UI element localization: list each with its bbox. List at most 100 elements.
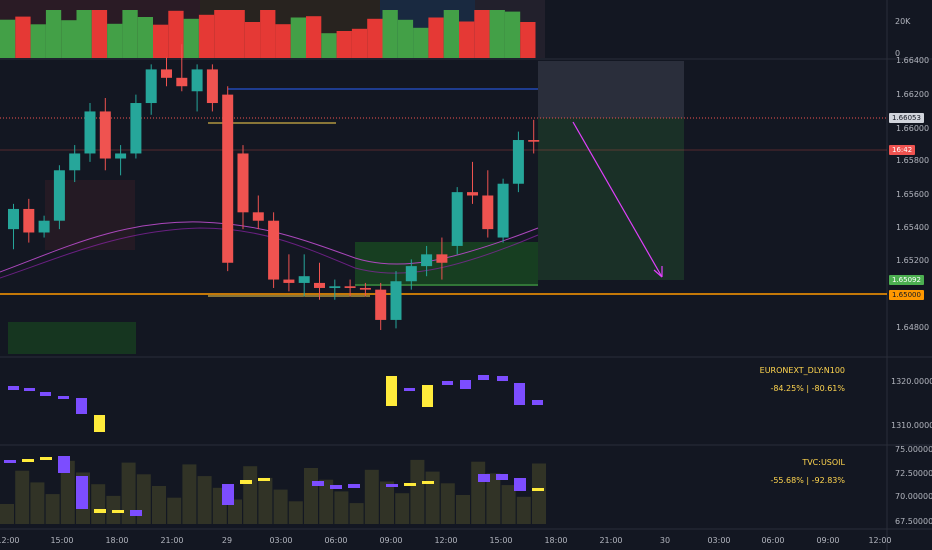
- candle-body[interactable]: [467, 192, 478, 196]
- session-shade-green: [8, 322, 136, 354]
- candle-body[interactable]: [390, 281, 402, 320]
- reward-zone-box[interactable]: [538, 118, 684, 280]
- candle-body[interactable]: [298, 276, 310, 283]
- indicator2-candle[interactable]: [130, 510, 142, 516]
- candle-body[interactable]: [176, 77, 188, 87]
- candle-body[interactable]: [314, 282, 325, 288]
- candle-body[interactable]: [69, 153, 81, 171]
- indicator1-candle[interactable]: [8, 386, 19, 390]
- candle-body[interactable]: [115, 153, 127, 159]
- candle-body[interactable]: [359, 287, 371, 290]
- candle-body[interactable]: [191, 69, 203, 92]
- target-price-tag: 1.65092: [889, 275, 924, 285]
- volume-bar: [153, 24, 169, 58]
- indicator1-symbol[interactable]: EURONEXT_DLY:N100: [759, 366, 845, 375]
- candle-body[interactable]: [8, 208, 19, 230]
- indicator2-candle[interactable]: [348, 484, 360, 488]
- candle-body[interactable]: [268, 220, 280, 280]
- indicator2-bar: [197, 476, 212, 524]
- candle-body[interactable]: [38, 220, 50, 233]
- indicator1-candle[interactable]: [422, 385, 433, 407]
- indicator1-candle[interactable]: [58, 396, 69, 399]
- indicator1-candle[interactable]: [478, 375, 489, 380]
- candle-body[interactable]: [436, 254, 448, 263]
- time-axis-label: 03:00: [269, 536, 293, 545]
- indicator1-candle[interactable]: [532, 400, 543, 405]
- indicator2-candles[interactable]: [4, 456, 544, 516]
- candle-body[interactable]: [405, 266, 417, 282]
- time-axis-label: 29: [221, 536, 233, 545]
- indicator2-candle[interactable]: [514, 478, 526, 491]
- indicator1-candle[interactable]: [40, 392, 51, 396]
- candle-body[interactable]: [252, 212, 264, 221]
- indicator2-candle[interactable]: [478, 474, 490, 482]
- indicator1-candle[interactable]: [24, 388, 35, 391]
- time-axis-label: 06:00: [324, 536, 348, 545]
- candle-body[interactable]: [421, 254, 433, 267]
- demand-zone[interactable]: [355, 242, 538, 286]
- candle-body[interactable]: [161, 69, 172, 78]
- indicator1-candle[interactable]: [94, 415, 105, 432]
- time-axis-label: 12:00: [434, 536, 458, 545]
- indicator1-candle[interactable]: [76, 398, 87, 414]
- volume-axis-label: 20K: [895, 17, 911, 26]
- volume-bar: [168, 10, 184, 59]
- indicator2-candle[interactable]: [22, 459, 34, 462]
- candle-body[interactable]: [99, 111, 111, 159]
- candle-body[interactable]: [222, 94, 234, 263]
- indicator2-bar: [167, 497, 182, 524]
- candle-body[interactable]: [482, 195, 494, 230]
- indicator2-candle[interactable]: [496, 474, 508, 480]
- risk-zone-box[interactable]: [538, 61, 684, 118]
- volume-bar: [30, 24, 46, 58]
- candle-body[interactable]: [344, 286, 356, 288]
- candle-body[interactable]: [84, 111, 96, 154]
- indicator1-candle[interactable]: [514, 383, 525, 405]
- candle-body[interactable]: [451, 192, 463, 246]
- candle-body[interactable]: [329, 286, 341, 288]
- candle-body[interactable]: [528, 140, 540, 142]
- indicator2-candle[interactable]: [532, 488, 544, 491]
- indicator2-candle[interactable]: [312, 481, 324, 486]
- indicator2-candle[interactable]: [112, 510, 124, 513]
- candle-body[interactable]: [53, 170, 65, 221]
- indicator2-candle[interactable]: [240, 480, 252, 484]
- indicator1-candle[interactable]: [460, 380, 471, 389]
- indicator2-candle[interactable]: [386, 484, 398, 487]
- candle-body[interactable]: [23, 208, 35, 233]
- indicator1-candle[interactable]: [386, 376, 397, 406]
- indicator2-bar: [15, 470, 30, 524]
- candle-body[interactable]: [145, 69, 157, 104]
- indicator2-candle[interactable]: [330, 485, 342, 489]
- indicator2-candle[interactable]: [222, 484, 234, 505]
- candle-body[interactable]: [206, 69, 218, 104]
- indicator2-symbol[interactable]: TVC:USOIL: [802, 458, 845, 467]
- indicator2-candle[interactable]: [404, 483, 416, 486]
- candle-body[interactable]: [237, 153, 249, 213]
- indicator2-bar: [182, 464, 197, 524]
- arrow-head-icon: [653, 266, 663, 278]
- candle-body[interactable]: [130, 103, 142, 154]
- volume-bar: [382, 10, 398, 58]
- indicator1-candles[interactable]: [8, 375, 543, 432]
- indicator1-candle[interactable]: [497, 376, 508, 381]
- candle-body[interactable]: [375, 289, 387, 320]
- indicator2-bar: [364, 469, 379, 524]
- indicator2-candle[interactable]: [94, 509, 106, 513]
- indicator2-candle[interactable]: [76, 476, 88, 509]
- volume-bar: [459, 21, 475, 58]
- indicator1-candle[interactable]: [404, 388, 415, 391]
- indicator2-candle[interactable]: [258, 478, 270, 481]
- indicator1-candle[interactable]: [442, 381, 453, 385]
- indicator2-candle[interactable]: [422, 481, 434, 484]
- indicator2-candle[interactable]: [4, 460, 16, 463]
- candle-body[interactable]: [283, 279, 295, 283]
- projection-arrow[interactable]: [572, 121, 663, 278]
- price-candles[interactable]: [8, 44, 540, 330]
- candle-body[interactable]: [497, 183, 509, 238]
- candle-body[interactable]: [512, 140, 524, 184]
- countdown-tag: 16:42: [889, 145, 916, 155]
- indicator2-candle[interactable]: [40, 457, 52, 460]
- indicator2-candle[interactable]: [58, 456, 70, 473]
